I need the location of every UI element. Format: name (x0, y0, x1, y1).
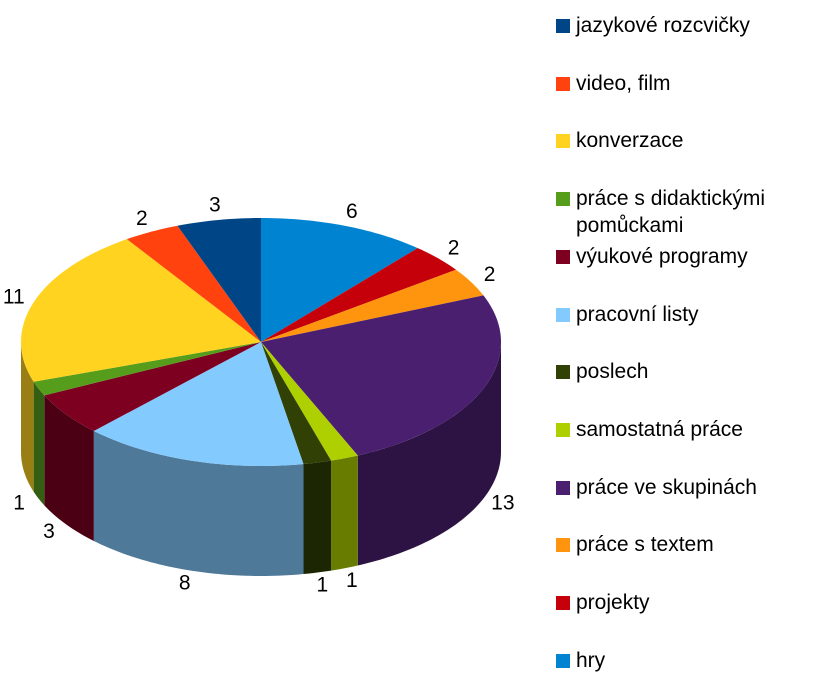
slice-side (357, 342, 501, 566)
legend-item: práce ve skupinách (556, 474, 822, 501)
slice (261, 269, 484, 342)
legend-label: výukové programy (576, 244, 748, 268)
slice-side (303, 460, 332, 575)
legend-item: výukové programy (556, 243, 822, 270)
data-label: 2 (484, 263, 496, 286)
legend-swatch (556, 192, 570, 207)
legend-swatch (556, 249, 570, 264)
data-label: 2 (448, 236, 460, 259)
legend-label: práce ve skupinách (576, 475, 757, 499)
data-label: 13 (491, 491, 514, 514)
data-label: 6 (346, 200, 358, 223)
data-label: 1 (316, 574, 328, 597)
slice (177, 218, 261, 342)
data-label: 1 (346, 569, 358, 592)
legend-swatch (556, 480, 570, 495)
slice (261, 248, 456, 342)
data-label: 8 (179, 572, 191, 595)
slice (261, 218, 418, 342)
slice-side (93, 430, 304, 576)
legend-label: pracovní listy (576, 302, 699, 326)
slice (261, 295, 501, 456)
legend-label: práce s textem (576, 533, 714, 557)
legend-swatch (556, 422, 570, 437)
legend-item: práce s didaktickými pomůckami (556, 185, 822, 239)
legend-label: konverzace (576, 129, 684, 153)
legend-swatch (556, 653, 570, 668)
legend-item: video, film (556, 70, 822, 97)
legend-label: samostatná práce (576, 417, 743, 441)
legend-label: video, film (576, 71, 671, 95)
legend-label: projekty (576, 591, 650, 614)
legend-item: poslech (556, 358, 822, 385)
legend-item: hry (556, 647, 822, 674)
slice (261, 342, 358, 461)
legend-label: hry (576, 648, 606, 672)
legend-item: projekty (556, 589, 822, 616)
slice (126, 225, 261, 342)
data-label: 2 (136, 207, 148, 230)
data-label: 3 (43, 520, 55, 543)
slice (93, 342, 304, 466)
data-label: 3 (209, 194, 221, 217)
legend-swatch (556, 538, 570, 553)
legend-label: poslech (576, 360, 649, 384)
legend-item: jazykové rozcvičky (556, 12, 822, 39)
slice (21, 239, 261, 382)
legend-item: práce s textem (556, 531, 822, 558)
slice (261, 342, 332, 465)
slice (33, 342, 261, 396)
legend-swatch (556, 365, 570, 380)
legend-swatch (556, 19, 570, 33)
legend-swatch (556, 134, 570, 149)
legend-swatch (556, 596, 570, 610)
slice (44, 342, 261, 431)
legend-swatch (556, 307, 570, 322)
data-label: 1 (13, 491, 25, 514)
slice-side (44, 395, 94, 541)
legend-item: pracovní listy (556, 301, 822, 328)
legend-label: jazykové rozcvičky (576, 14, 750, 37)
data-label: 11 (3, 285, 25, 308)
legend-swatch (556, 76, 570, 91)
slice-side (33, 381, 45, 506)
legend-item: samostatná práce (556, 416, 822, 443)
slice-side (331, 455, 358, 571)
legend-label: práce s didaktickými pomůckami (576, 187, 766, 238)
slice-side (21, 342, 34, 492)
legend-item: konverzace (556, 127, 822, 154)
